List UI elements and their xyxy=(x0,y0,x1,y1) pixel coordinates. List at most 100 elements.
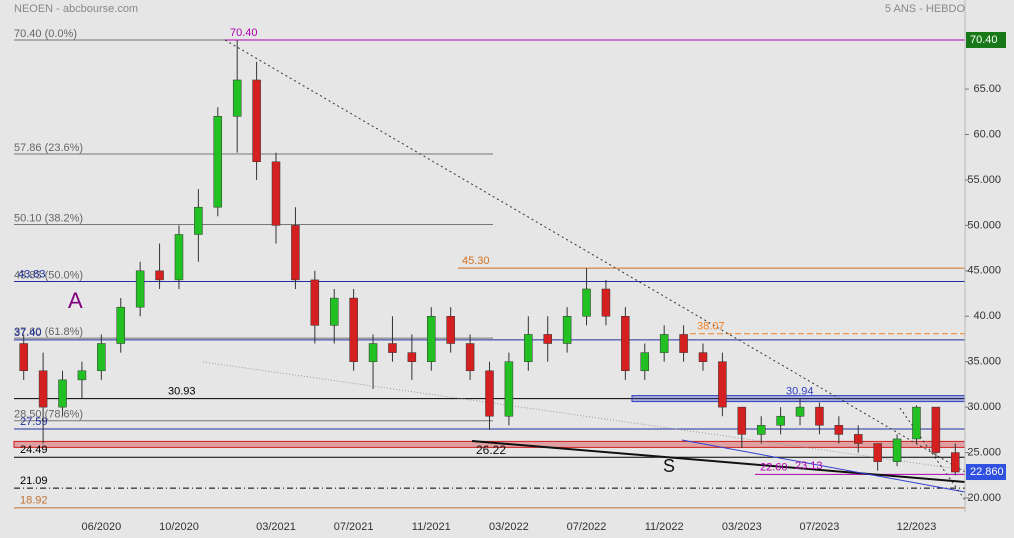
candle-body xyxy=(951,452,960,473)
fib-label: 37.60 (61.8%) xyxy=(14,326,83,338)
annotation: A xyxy=(68,288,83,313)
level-label: 22.60 xyxy=(760,461,788,473)
candle-body xyxy=(271,161,281,226)
x-tick-label: 11/2021 xyxy=(412,521,451,533)
level-label: 27.59 xyxy=(20,416,48,428)
fib-label: 57.86 (23.6%) xyxy=(14,142,83,154)
level-label: 70.40 xyxy=(230,27,258,39)
chart-title: NEOEN - abcbourse.com xyxy=(14,3,138,15)
candle-body xyxy=(329,297,339,326)
candle-body xyxy=(232,79,242,117)
fib-label: 50.10 (38.2%) xyxy=(14,212,83,224)
candle-body xyxy=(737,406,747,435)
candle-body xyxy=(892,438,902,462)
candle-body xyxy=(155,270,164,281)
y-tick-label: 30.000 xyxy=(967,401,1001,413)
candle-body xyxy=(427,316,436,362)
candle-body xyxy=(174,234,184,281)
candle-body xyxy=(912,406,921,440)
fib-label: 28.50 (78.6%) xyxy=(14,409,83,421)
candle-body xyxy=(795,406,805,417)
chart-subtitle: 5 ANS - HEBDO xyxy=(885,3,966,15)
y-tick-label: 40.00 xyxy=(973,310,1001,322)
x-tick-label: 07/2023 xyxy=(800,521,840,533)
level-label: 38.07 xyxy=(697,321,725,333)
candle-body xyxy=(291,225,300,281)
candle-body xyxy=(252,79,261,163)
candle-body xyxy=(854,434,863,444)
y-tick-label: 50.000 xyxy=(967,219,1001,231)
y-tick-label: 60.00 xyxy=(973,128,1001,140)
candle-body xyxy=(582,288,591,317)
candle-body xyxy=(407,352,417,362)
candle-body xyxy=(621,316,630,372)
annotation: S xyxy=(663,456,675,476)
candle-body xyxy=(194,206,203,235)
candle-body xyxy=(465,343,475,372)
trendline xyxy=(681,439,966,493)
candle-body xyxy=(562,316,572,344)
price-tag xyxy=(966,31,1006,48)
candle-body xyxy=(640,352,650,372)
annotation: 23.13 xyxy=(795,460,823,472)
level-label: 43.83 xyxy=(18,268,46,280)
x-tick-label: 07/2021 xyxy=(334,521,374,533)
candle-body xyxy=(116,306,125,344)
y-tick-label: 65.00 xyxy=(973,83,1001,95)
x-tick-label: 03/2023 xyxy=(722,521,762,533)
y-tick-label: 45.000 xyxy=(967,265,1001,277)
candle-body xyxy=(679,334,688,353)
x-tick-label: 11/2022 xyxy=(645,521,684,533)
level-label: 45.30 xyxy=(462,255,490,267)
x-tick-label: 03/2022 xyxy=(489,521,529,533)
candle-body xyxy=(97,343,106,372)
y-tick-label: 35.000 xyxy=(967,356,1001,368)
candle-body xyxy=(349,297,358,362)
candle-body xyxy=(931,406,941,453)
candle-body xyxy=(543,334,552,344)
candle-body xyxy=(718,361,727,408)
price-tag-label: 22.860 xyxy=(970,466,1004,478)
x-tick-label: 03/2021 xyxy=(256,521,296,533)
y-tick-label: 25.000 xyxy=(967,446,1001,458)
x-tick-label: 12/2023 xyxy=(897,521,937,533)
candle-body xyxy=(77,370,87,381)
trendline xyxy=(202,361,966,471)
level-label: 24.49 xyxy=(20,444,48,456)
candle-body xyxy=(368,343,378,362)
candle-body xyxy=(601,288,611,317)
candle-body xyxy=(388,343,397,353)
candle-body xyxy=(504,361,514,417)
candle-body xyxy=(135,270,145,308)
candle-body xyxy=(698,352,708,362)
candle-body xyxy=(524,334,533,362)
y-tick-label: 55.000 xyxy=(967,174,1001,186)
level-label: 18.92 xyxy=(20,495,48,507)
x-tick-label: 07/2022 xyxy=(567,521,607,533)
candle-body xyxy=(446,316,455,344)
candle-body xyxy=(756,425,766,435)
annotation: 26.22 xyxy=(476,443,506,457)
candle-body xyxy=(213,116,223,208)
level-label: 30.93 xyxy=(168,386,196,398)
candle-body xyxy=(485,370,494,417)
level-label: 21.09 xyxy=(20,475,48,487)
level-label: 37.40 xyxy=(14,327,42,339)
candle-body xyxy=(19,343,28,372)
trendline xyxy=(899,407,966,501)
candle-body xyxy=(815,406,824,426)
candle-body xyxy=(834,425,844,435)
candle-body xyxy=(38,370,48,408)
price-tag xyxy=(966,464,1006,481)
x-tick-label: 10/2020 xyxy=(159,521,199,533)
x-tick-label: 06/2020 xyxy=(81,521,121,533)
fib-label: 70.40 (0.0%) xyxy=(14,28,77,40)
level-label: 30.94 xyxy=(786,385,814,397)
candle-body xyxy=(776,415,785,426)
candle-body xyxy=(58,379,67,408)
candle-body xyxy=(873,443,882,462)
fib-label: 43.83 (50.0%) xyxy=(14,269,83,281)
